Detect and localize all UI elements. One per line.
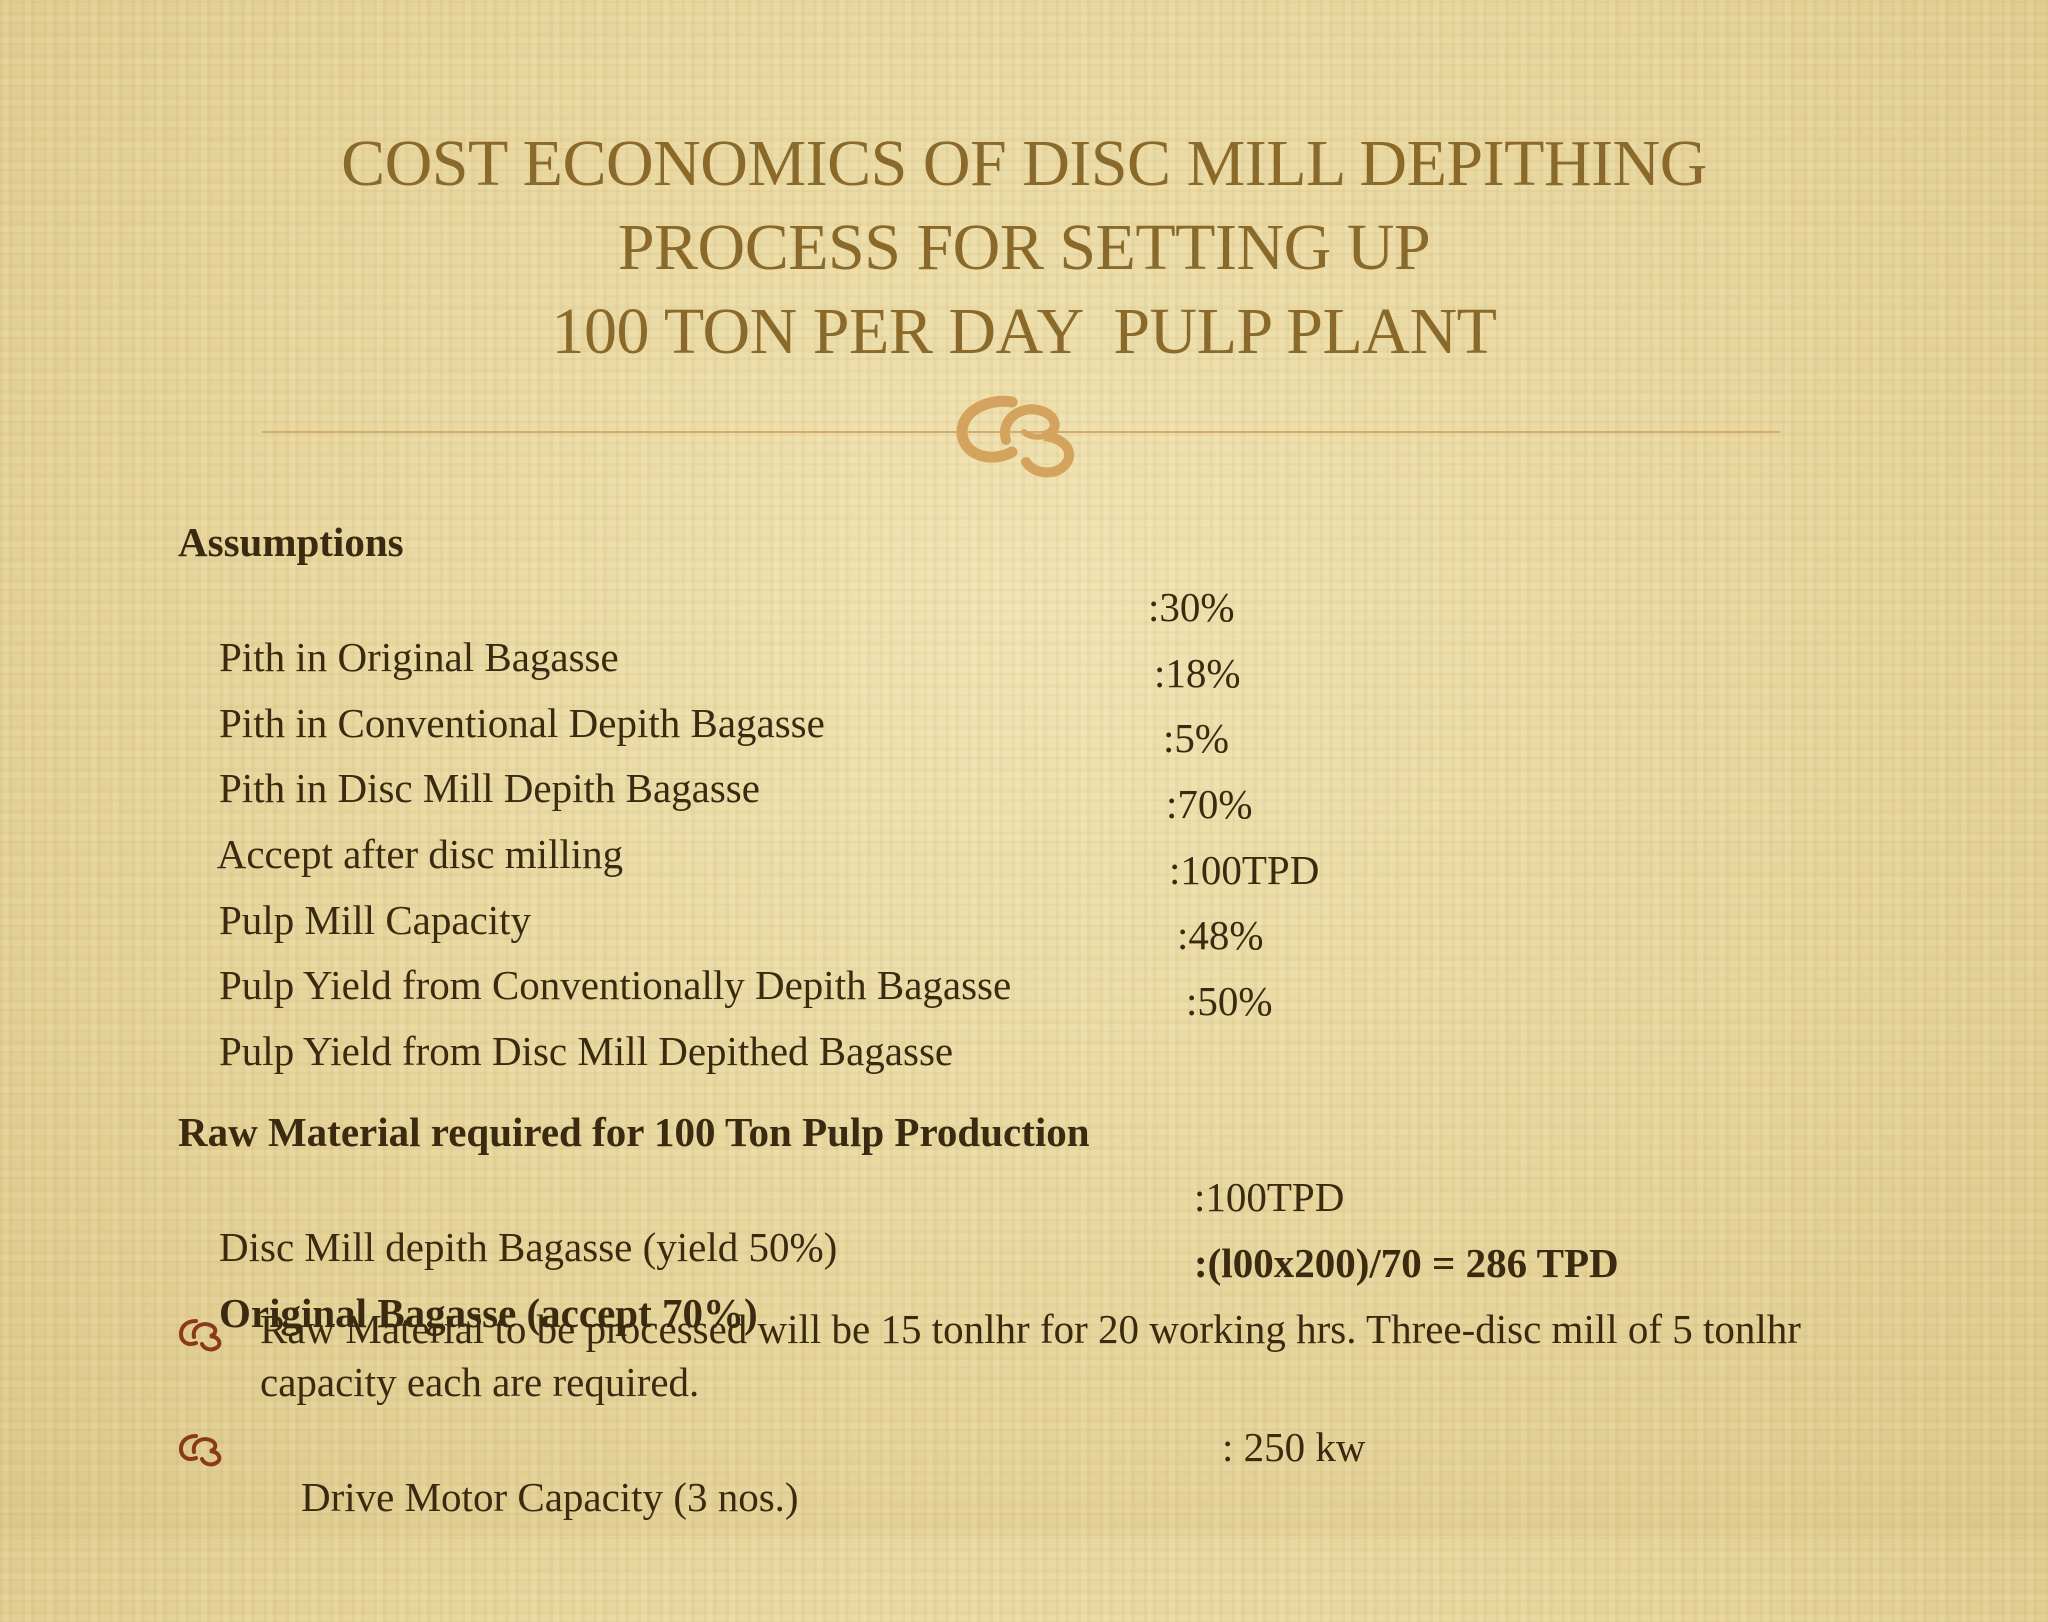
assumption-value: :70% — [1166, 781, 1253, 827]
assumption-row: Pulp Yield from Conventionally Depith Ba… — [178, 910, 1264, 1008]
assumption-label: Pith in Original Bagasse — [219, 634, 619, 680]
bullet-item-row: Drive Motor Capacity (3 nos.) : 250 kw — [260, 1422, 1366, 1520]
assumption-label: Accept after disc milling — [216, 831, 624, 877]
assumption-value: :5% — [1163, 715, 1230, 761]
bullet-item-text: Raw Material to be processed will be 15 … — [260, 1306, 1801, 1405]
flourish-ornament-icon — [956, 395, 1075, 478]
title-line-2: PROCESS FOR SETTING UP — [617, 211, 1431, 284]
assumption-label: Pulp Mill Capacity — [219, 897, 532, 943]
assumption-value: :100TPD — [1169, 847, 1320, 893]
assumption-value: :18% — [1154, 650, 1241, 696]
raw-material-row: Disc Mill depith Bagasse (yield 50%) :10… — [178, 1172, 1344, 1270]
title-line-1: COST ECONOMICS OF DISC MILL DEPITHING — [341, 127, 1707, 200]
assumption-value: :48% — [1177, 912, 1264, 958]
title-line-3: 100 TON PER DAY PULP PLANT — [551, 295, 1497, 368]
assumption-row: Pulp Yield from Disc Mill Depithed Bagas… — [178, 976, 1273, 1074]
curl-bullet-icon — [178, 1319, 222, 1352]
assumptions-heading: Assumptions — [178, 519, 404, 565]
raw-material-value: :100TPD — [1194, 1174, 1345, 1220]
assumption-row: Pith in Conventional Depith Bagasse :18% — [178, 648, 1241, 746]
assumption-row: Accept after disc milling :70% — [178, 779, 1253, 877]
assumption-row: Pith in Original Bagasse :30% — [178, 582, 1235, 680]
raw-material-row: Original Bagasse (accept 70%) :(l00x200)… — [178, 1238, 1619, 1336]
raw-material-value: :(l00x200)/70 = 286 TPD — [1194, 1240, 1619, 1286]
assumption-label: Pulp Yield from Disc Mill Depithed Bagas… — [219, 1028, 954, 1074]
raw-material-label: Disc Mill depith Bagasse (yield 50%) — [219, 1224, 838, 1270]
bullet-item-value: : 250 kw — [1222, 1424, 1366, 1470]
assumption-label: Pith in Conventional Depith Bagasse — [219, 700, 825, 746]
assumption-label: Pulp Yield from Conventionally Depith Ba… — [219, 962, 1012, 1008]
raw-material-label: Original Bagasse (accept 70%) — [219, 1290, 758, 1336]
raw-material-heading: Raw Material required for 100 Ton Pulp P… — [178, 1109, 1090, 1155]
slide-title: COST ECONOMICS OF DISC MILL DEPITHING PR… — [180, 122, 1868, 374]
assumption-label: Pith in Disc Mill Depith Bagasse — [219, 765, 760, 811]
curl-bullet-icon — [178, 1434, 222, 1467]
assumption-value: :30% — [1148, 584, 1235, 630]
assumption-value: :50% — [1186, 978, 1273, 1024]
bullet-item-label: Drive Motor Capacity (3 nos.) — [301, 1474, 799, 1520]
assumption-row: Pulp Mill Capacity :100TPD — [178, 845, 1319, 943]
assumption-row: Pith in Disc Mill Depith Bagasse :5% — [178, 713, 1229, 811]
